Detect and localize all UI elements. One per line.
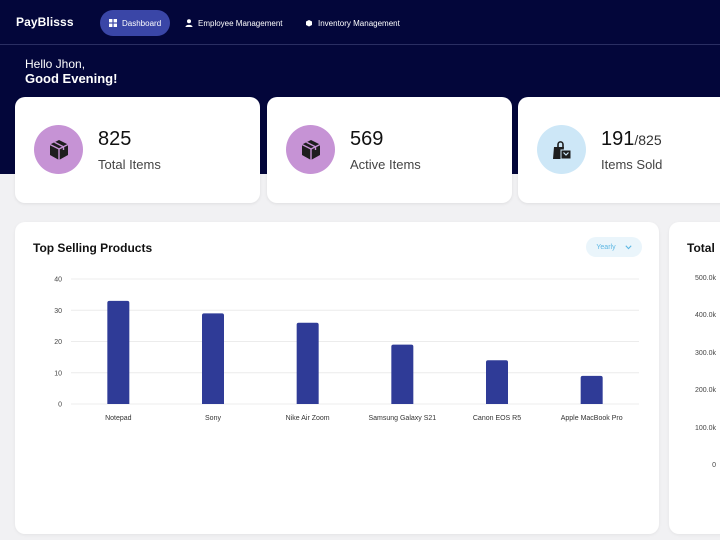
- box-icon: [306, 20, 312, 27]
- nav-inventory-management[interactable]: Inventory Management: [296, 10, 409, 36]
- nav-employee-management[interactable]: Employee Management: [176, 10, 292, 36]
- stat-card-items-sold: 191/825 Items Sold: [518, 97, 720, 203]
- shopping-bag-icon: [537, 125, 586, 174]
- stat-card-active-items: 569 Active Items: [267, 97, 512, 203]
- total-panel: Total 500.0k 400.0k 300.0k 200.0k 100.0k 0: [669, 222, 720, 534]
- x-tick-label: Notepad: [105, 415, 132, 422]
- bar[interactable]: [296, 322, 319, 404]
- package-icon: [34, 125, 83, 174]
- greeting-time: Good Evening!: [25, 71, 118, 86]
- bar-chart: 0 10 20 30 40 Notepad Sony Nike Air Zoom Samsung…: [54, 277, 639, 422]
- bar[interactable]: [486, 360, 508, 404]
- app-logo[interactable]: PayBlisss: [16, 15, 74, 29]
- nav-dashboard[interactable]: Dashboard: [100, 10, 171, 36]
- stat-card-total-items: 825 Total Items: [15, 97, 260, 203]
- panel-title: Total: [687, 241, 715, 255]
- bar[interactable]: [580, 375, 603, 404]
- period-dropdown-label: Yearly: [596, 243, 616, 251]
- x-tick-label: Apple MacBook Pro: [561, 415, 623, 422]
- stat-label: Active Items: [350, 157, 421, 172]
- greeting-name: Hello Jhon,: [25, 57, 86, 71]
- y-tick-label: 40: [54, 277, 62, 284]
- panel-title: Top Selling Products: [33, 241, 153, 255]
- user-icon: [185, 19, 193, 27]
- stat-value: 825: [98, 128, 132, 150]
- x-tick-label: Sony: [205, 415, 221, 422]
- nav-inventory-management-label: Inventory Management: [318, 18, 400, 28]
- y-tick-label: 100.0k: [694, 424, 716, 432]
- x-tick-label: Samsung Galaxy S21: [368, 415, 436, 422]
- y-tick-label: 20: [54, 339, 62, 346]
- stat-label: Total Items: [98, 157, 161, 172]
- y-tick-label: 400.0k: [694, 312, 716, 320]
- y-tick-label: 0: [58, 402, 62, 409]
- x-tick-label: Canon EOS R5: [473, 415, 521, 422]
- bar[interactable]: [107, 300, 130, 404]
- stat-label: Items Sold: [601, 157, 663, 172]
- package-icon: [286, 125, 335, 174]
- y-tick-label: 10: [54, 370, 62, 377]
- y-tick-label: 500.0k: [694, 275, 716, 282]
- y-tick-label: 300.0k: [694, 349, 716, 357]
- grid-icon: [109, 19, 117, 27]
- y-tick-label: 30: [54, 308, 62, 315]
- bar[interactable]: [391, 344, 414, 404]
- top-selling-panel: Top Selling Products Yearly 0 10 20 30 40 Not…: [15, 222, 659, 534]
- nav-employee-management-label: Employee Management: [198, 18, 283, 28]
- bar[interactable]: [202, 313, 224, 404]
- stat-value: 569: [350, 128, 384, 150]
- y-tick-label: 200.0k: [694, 387, 716, 395]
- chevron-down-icon: [624, 244, 632, 249]
- y-tick-label: 0: [712, 462, 716, 469]
- x-tick-label: Nike Air Zoom: [286, 415, 330, 422]
- period-dropdown[interactable]: Yearly: [586, 237, 642, 257]
- nav-dashboard-label: Dashboard: [122, 18, 162, 28]
- stat-value: 191/825: [601, 128, 662, 150]
- top-navigation: PayBlisss Dashboard Employee Management …: [0, 0, 720, 45]
